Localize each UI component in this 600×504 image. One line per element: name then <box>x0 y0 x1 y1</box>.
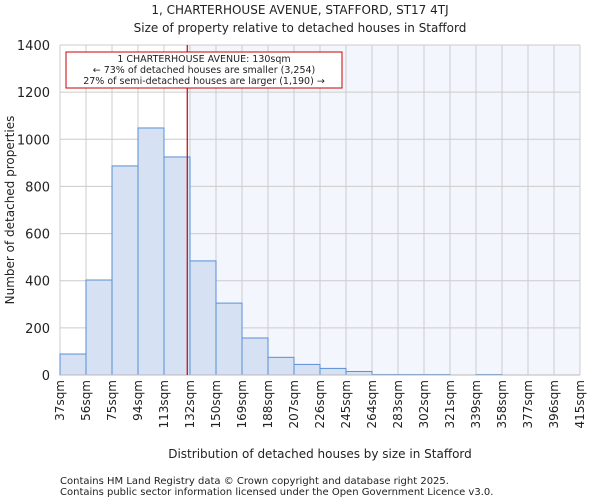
histogram-bar <box>164 157 190 375</box>
x-tick-label: 415sqm <box>573 380 587 428</box>
chart-title: 1, CHARTERHOUSE AVENUE, STAFFORD, ST17 4… <box>151 3 448 17</box>
x-tick-label: 207sqm <box>287 380 301 428</box>
x-tick-label: 169sqm <box>235 380 249 428</box>
y-tick-label: 1000 <box>17 133 50 148</box>
x-tick-label: 94sqm <box>131 380 145 421</box>
histogram-bar <box>294 364 320 375</box>
histogram-bar <box>268 357 294 375</box>
footer-line-1: Contains HM Land Registry data © Crown c… <box>60 476 449 487</box>
histogram-bar <box>216 303 242 375</box>
y-tick-label: 0 <box>42 369 50 384</box>
histogram-bar <box>112 166 138 375</box>
histogram-bar <box>60 354 86 375</box>
annotation-line: ← 73% of detached houses are smaller (3,… <box>93 65 316 76</box>
x-tick-label: 358sqm <box>495 380 509 428</box>
y-tick-label: 400 <box>25 275 50 290</box>
x-tick-label: 75sqm <box>105 380 119 421</box>
annotation-line: 27% of semi-detached houses are larger (… <box>83 76 325 87</box>
y-tick-label: 800 <box>25 180 50 195</box>
histogram-bar <box>242 338 268 375</box>
y-tick-label: 1400 <box>17 39 50 54</box>
x-tick-label: 56sqm <box>79 380 93 421</box>
footer-line-2: Contains public sector information licen… <box>60 487 493 498</box>
x-tick-label: 188sqm <box>261 380 275 428</box>
histogram-bar <box>190 261 216 375</box>
x-tick-label: 150sqm <box>209 380 223 428</box>
x-tick-label: 377sqm <box>521 380 535 428</box>
y-tick-label: 1200 <box>17 86 50 101</box>
x-tick-label: 264sqm <box>365 380 379 428</box>
x-tick-label: 132sqm <box>183 380 197 428</box>
histogram-bar <box>86 280 112 375</box>
highlight-region <box>187 45 580 375</box>
x-tick-label: 283sqm <box>391 380 405 428</box>
y-axis-label: Number of detached properties <box>3 116 17 305</box>
histogram-bar <box>320 368 346 375</box>
histogram-bar <box>346 371 372 375</box>
x-tick-label: 302sqm <box>417 380 431 428</box>
y-tick-label: 200 <box>25 322 50 337</box>
x-tick-label: 113sqm <box>157 380 171 428</box>
x-tick-label: 339sqm <box>469 380 483 428</box>
x-tick-label: 321sqm <box>443 380 457 428</box>
x-axis-label: Distribution of detached houses by size … <box>168 447 472 461</box>
x-tick-label: 396sqm <box>547 380 561 428</box>
x-tick-label: 37sqm <box>53 380 67 421</box>
y-tick-label: 600 <box>25 228 50 243</box>
x-tick-label: 245sqm <box>339 380 353 428</box>
annotation-line: 1 CHARTERHOUSE AVENUE: 130sqm <box>117 54 290 65</box>
chart-subtitle: Size of property relative to detached ho… <box>134 21 467 35</box>
x-tick-label: 226sqm <box>313 380 327 428</box>
histogram-bar <box>138 128 164 375</box>
